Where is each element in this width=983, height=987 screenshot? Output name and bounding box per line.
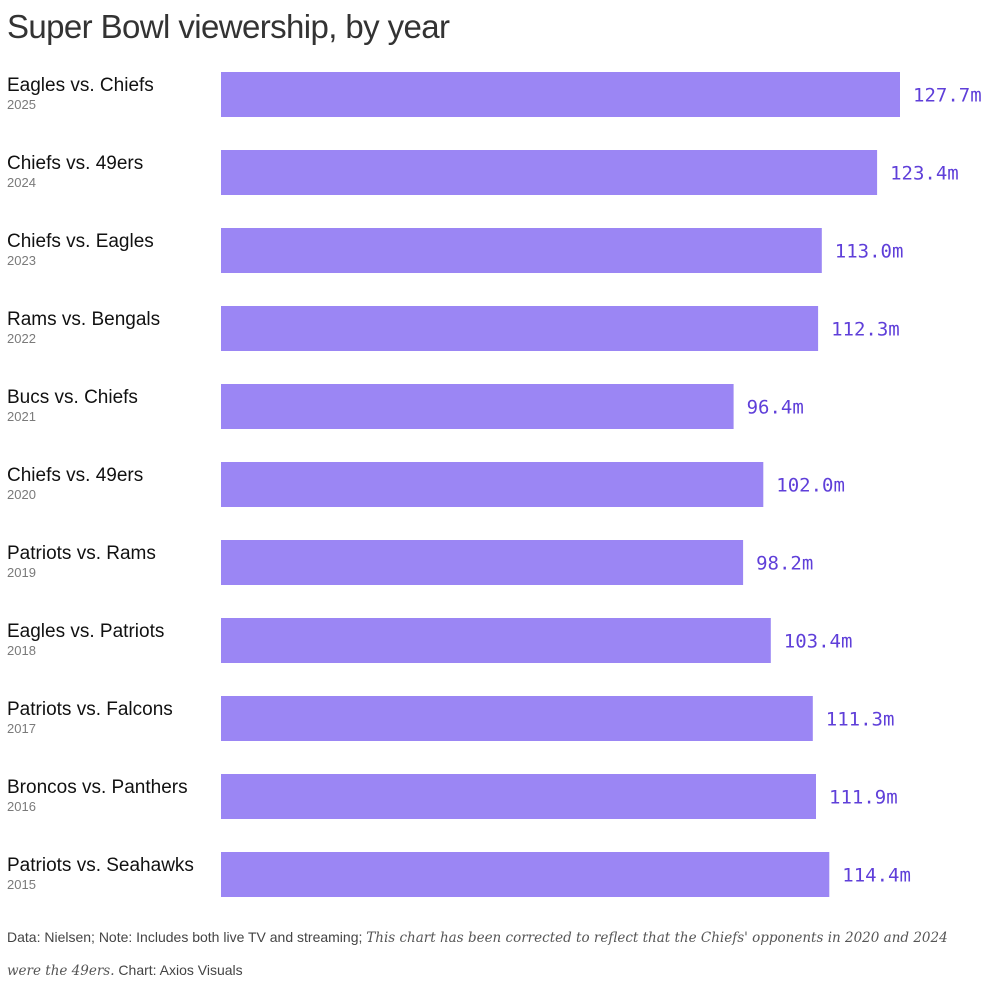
- value-label-2018: 103.4m: [784, 631, 853, 653]
- category-label: Bucs vs. Chiefs 2021: [7, 386, 212, 424]
- value-label-2022: 112.3m: [831, 319, 900, 341]
- category-label: Patriots vs. Rams 2019: [7, 542, 212, 580]
- matchup-label: Broncos vs. Panthers: [7, 777, 188, 798]
- year-label: 2021: [7, 409, 36, 424]
- value-label-2024: 123.4m: [890, 163, 959, 185]
- bar-2020: [221, 462, 764, 507]
- matchup-label: Eagles vs. Patriots: [7, 621, 165, 642]
- bar-2022: [221, 306, 819, 351]
- matchup-label: Eagles vs. Chiefs: [7, 75, 154, 96]
- bar-2015: [221, 852, 830, 897]
- category-label: Rams vs. Bengals 2022: [7, 308, 212, 346]
- value-label-2017: 111.3m: [826, 709, 895, 731]
- category-label: Eagles vs. Patriots 2018: [7, 620, 212, 658]
- chart-title: Super Bowl viewership, by year: [7, 8, 450, 45]
- matchup-label: Rams vs. Bengals: [7, 309, 161, 330]
- category-label: Patriots vs. Falcons 2017: [7, 698, 212, 736]
- value-label-2023: 113.0m: [835, 241, 904, 263]
- bar-chart: 127.7m 123.4m 113.0m 112.3m 96.4m 102.0m 98.2m…: [221, 72, 982, 897]
- value-label-2016: 111.9m: [829, 787, 898, 809]
- category-label: Chiefs vs. 49ers 2024: [7, 152, 212, 190]
- bar-2024: [221, 150, 878, 195]
- value-label-2015: 114.4m: [842, 865, 911, 887]
- bar-2021: [221, 384, 734, 429]
- matchup-label: Chiefs vs. 49ers: [7, 153, 144, 174]
- year-label: 2023: [7, 253, 36, 268]
- year-label: 2020: [7, 487, 36, 502]
- chart-footer: Data: Nielsen; Note: Includes both live …: [7, 921, 977, 987]
- year-label: 2024: [7, 175, 36, 190]
- value-label-2020: 102.0m: [776, 475, 845, 497]
- matchup-label: Bucs vs. Chiefs: [7, 387, 138, 408]
- category-label: Patriots vs. Seahawks 2015: [7, 854, 212, 892]
- matchup-label: Patriots vs. Falcons: [7, 699, 173, 720]
- year-label: 2025: [7, 97, 36, 112]
- bar-2023: [221, 228, 822, 273]
- value-label-2021: 96.4m: [747, 397, 804, 419]
- footer-correction: This chart has been corrected to reflect…: [7, 930, 948, 979]
- matchup-label: Patriots vs. Seahawks: [7, 855, 194, 876]
- category-label: Eagles vs. Chiefs 2025: [7, 74, 212, 112]
- matchup-label: Patriots vs. Rams: [7, 543, 156, 564]
- bar-2019: [221, 540, 744, 585]
- year-label: 2017: [7, 721, 36, 736]
- category-label: Chiefs vs. Eagles 2023: [7, 230, 212, 268]
- category-label: Broncos vs. Panthers 2016: [7, 776, 212, 814]
- year-label: 2015: [7, 877, 36, 892]
- year-label: 2022: [7, 331, 36, 346]
- year-label: 2016: [7, 799, 36, 814]
- matchup-label: Chiefs vs. 49ers: [7, 465, 144, 486]
- bar-2025: [221, 72, 900, 117]
- bar-2018: [221, 618, 771, 663]
- footer-credit: Chart: Axios Visuals: [118, 962, 243, 978]
- year-label: 2019: [7, 565, 36, 580]
- category-label: Chiefs vs. 49ers 2020: [7, 464, 212, 502]
- matchup-label: Chiefs vs. Eagles: [7, 231, 154, 252]
- footer-source: Data: Nielsen; Note: Includes both live …: [7, 929, 363, 945]
- bar-2016: [221, 774, 816, 819]
- year-label: 2018: [7, 643, 36, 658]
- bar-2017: [221, 696, 813, 741]
- value-label-2025: 127.7m: [913, 85, 982, 107]
- value-label-2019: 98.2m: [756, 553, 813, 575]
